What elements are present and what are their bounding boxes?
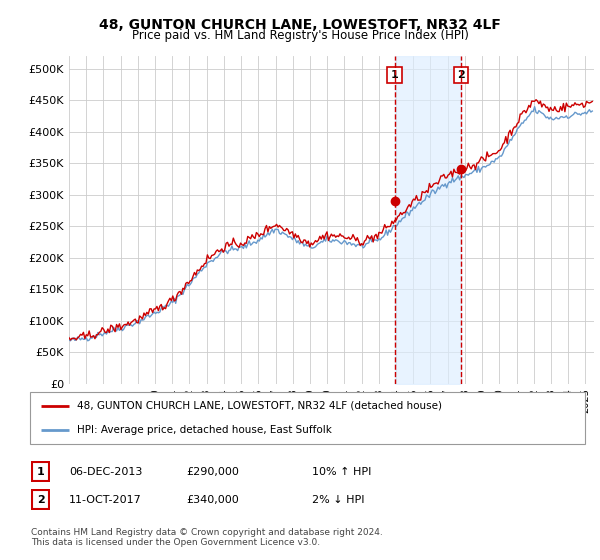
- Text: £290,000: £290,000: [186, 466, 239, 477]
- Text: 48, GUNTON CHURCH LANE, LOWESTOFT, NR32 4LF: 48, GUNTON CHURCH LANE, LOWESTOFT, NR32 …: [99, 18, 501, 32]
- Text: 1: 1: [37, 466, 44, 477]
- Text: 2% ↓ HPI: 2% ↓ HPI: [312, 494, 365, 505]
- FancyBboxPatch shape: [30, 392, 585, 444]
- Text: 48, GUNTON CHURCH LANE, LOWESTOFT, NR32 4LF (detached house): 48, GUNTON CHURCH LANE, LOWESTOFT, NR32 …: [77, 401, 442, 411]
- Text: £340,000: £340,000: [186, 494, 239, 505]
- Text: 1: 1: [391, 70, 398, 80]
- Text: 06-DEC-2013: 06-DEC-2013: [69, 466, 142, 477]
- Text: Price paid vs. HM Land Registry's House Price Index (HPI): Price paid vs. HM Land Registry's House …: [131, 29, 469, 42]
- FancyBboxPatch shape: [32, 490, 49, 509]
- Text: 2: 2: [37, 494, 44, 505]
- Text: Contains HM Land Registry data © Crown copyright and database right 2024.
This d: Contains HM Land Registry data © Crown c…: [31, 528, 383, 547]
- Text: HPI: Average price, detached house, East Suffolk: HPI: Average price, detached house, East…: [77, 424, 332, 435]
- Text: 11-OCT-2017: 11-OCT-2017: [69, 494, 142, 505]
- FancyBboxPatch shape: [32, 462, 49, 481]
- Text: 2: 2: [457, 70, 465, 80]
- Text: 10% ↑ HPI: 10% ↑ HPI: [312, 466, 371, 477]
